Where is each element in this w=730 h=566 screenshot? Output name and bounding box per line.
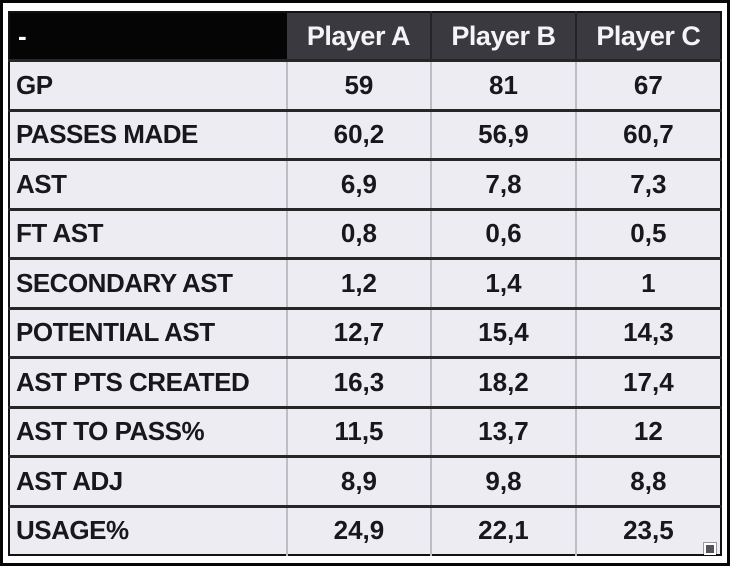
cell-value: 0,6 <box>430 207 576 259</box>
row-label: AST ADJ <box>9 455 287 507</box>
row-label: AST TO PASS% <box>9 405 287 457</box>
table-body: GP 59 81 67 PASSES MADE 60,2 56,9 60,7 A… <box>9 59 721 555</box>
cell-value: 67 <box>574 59 721 111</box>
cell-value: 81 <box>430 59 576 111</box>
cell-value: 1,4 <box>430 257 576 309</box>
row-label: SECONDARY AST <box>9 257 287 309</box>
table-row: SECONDARY AST 1,2 1,4 1 <box>9 257 721 309</box>
table-row: FT AST 0,8 0,6 0,5 <box>9 207 721 259</box>
cell-value: 1,2 <box>285 257 432 309</box>
table-row: AST 6,9 7,8 7,3 <box>9 158 721 210</box>
cell-value: 14,3 <box>574 306 721 358</box>
cell-value: 12 <box>574 405 721 457</box>
cell-value: 7,8 <box>430 158 576 210</box>
table-row: PASSES MADE 60,2 56,9 60,7 <box>9 108 721 160</box>
cell-value: 11,5 <box>285 405 432 457</box>
column-header-player-a: Player A <box>286 12 432 62</box>
cell-value: 7,3 <box>574 158 721 210</box>
cell-value: 0,5 <box>574 207 721 259</box>
cell-value: 8,9 <box>285 455 432 507</box>
table-row: POTENTIAL AST 12,7 15,4 14,3 <box>9 306 721 358</box>
cell-value: 13,7 <box>430 405 576 457</box>
cell-value: 18,2 <box>430 356 576 408</box>
row-label: GP <box>9 59 287 111</box>
cell-value: 17,4 <box>574 356 721 408</box>
row-label: AST PTS CREATED <box>9 356 287 408</box>
table-row: AST TO PASS% 11,5 13,7 12 <box>9 405 721 457</box>
stats-table: - Player A Player B Player C GP 59 81 67… <box>8 11 722 556</box>
cell-value: 0,8 <box>285 207 432 259</box>
cell-value: 22,1 <box>430 504 576 555</box>
row-label: FT AST <box>9 207 287 259</box>
header-row: - Player A Player B Player C <box>9 12 721 62</box>
cell-value: 16,3 <box>285 356 432 408</box>
cell-value: 9,8 <box>430 455 576 507</box>
fill-handle[interactable] <box>704 543 716 555</box>
table-row: AST ADJ 8,9 9,8 8,8 <box>9 455 721 507</box>
cell-value: 60,2 <box>285 108 432 160</box>
cell-value: 8,8 <box>574 455 721 507</box>
cell-value: 15,4 <box>430 306 576 358</box>
column-header-player-c: Player C <box>574 12 721 62</box>
corner-header-cell: - <box>9 12 287 62</box>
cell-value: 59 <box>285 59 432 111</box>
cell-value: 6,9 <box>285 158 432 210</box>
column-header-player-b: Player B <box>430 12 576 62</box>
cell-value: 24,9 <box>285 504 432 555</box>
row-label: PASSES MADE <box>9 108 287 160</box>
cell-value: 56,9 <box>430 108 576 160</box>
table-row: USAGE% 24,9 22,1 23,5 <box>9 504 721 555</box>
cell-value: 23,5 <box>574 504 721 555</box>
row-label: USAGE% <box>9 504 287 555</box>
row-label: POTENTIAL AST <box>9 306 287 358</box>
table-row: GP 59 81 67 <box>9 59 721 111</box>
cell-value: 60,7 <box>574 108 721 160</box>
cell-value: 1 <box>574 257 721 309</box>
row-label: AST <box>9 158 287 210</box>
table-row: AST PTS CREATED 16,3 18,2 17,4 <box>9 356 721 408</box>
cell-value: 12,7 <box>285 306 432 358</box>
